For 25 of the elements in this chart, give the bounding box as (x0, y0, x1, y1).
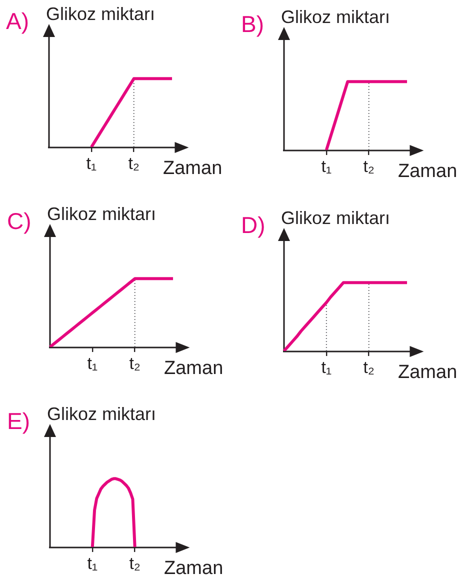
x-axis-title: Zaman (163, 158, 222, 178)
y-axis-title: Glikoz miktarı (281, 6, 390, 27)
x-tick-label: t₁ (87, 354, 98, 373)
x-tick-label: t₂ (363, 156, 375, 176)
y-axis-title: Glikoz miktarı (47, 204, 156, 224)
chart-title: D) (241, 212, 266, 238)
y-axis-title: Glikoz miktarı (281, 208, 390, 228)
x-axis-title: Zaman (398, 160, 458, 182)
x-tick-label: t₂ (129, 554, 141, 573)
y-axis-title: Glikoz miktarı (47, 404, 156, 424)
x-axis-title: Zaman (164, 558, 224, 578)
x-tick-label: t₁ (321, 358, 332, 377)
x-axis-title: Zaman (164, 358, 224, 378)
x-tick-label: t₁ (86, 154, 97, 173)
chart-title: B) (241, 11, 264, 37)
y-axis-title: Glikoz miktarı (46, 4, 156, 24)
x-tick-label: t₁ (87, 554, 98, 573)
x-tick-label: t₁ (321, 156, 332, 176)
x-tick-label: t₂ (363, 358, 375, 377)
x-tick-label: t₂ (129, 354, 141, 373)
chart-title: C) (7, 208, 32, 234)
x-tick-label: t₂ (128, 154, 140, 173)
chart-title: E) (7, 408, 30, 434)
chart-title: A) (6, 8, 29, 34)
x-axis-title: Zaman (398, 362, 458, 382)
